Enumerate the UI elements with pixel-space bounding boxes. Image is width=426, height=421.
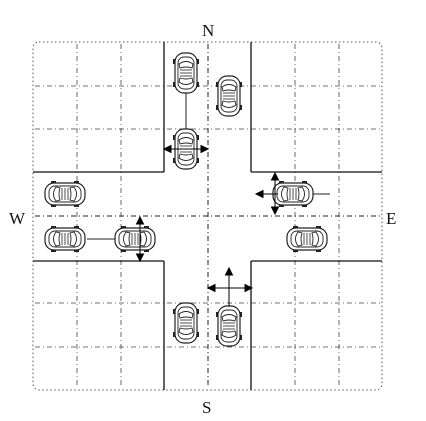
west-lane-car-1 <box>45 181 85 207</box>
south-lane-car-1 <box>172 302 200 344</box>
road-edges <box>33 42 382 390</box>
west-lane-car-2 <box>45 226 85 252</box>
lane-dividers <box>35 44 380 388</box>
compass-west-label: W <box>9 209 26 228</box>
west-lane-car-3 <box>115 226 155 252</box>
east-lane-car-2 <box>287 226 327 252</box>
compass-south-label: S <box>202 398 212 417</box>
compass-east-label: E <box>386 209 397 228</box>
connection-lines <box>87 91 330 240</box>
map-boundary <box>32 41 383 391</box>
direction-arrows <box>135 144 280 306</box>
north-lane-car-3 <box>215 75 243 117</box>
south-lane-car-2 <box>215 305 243 347</box>
compass-north-label: N <box>202 21 215 40</box>
east-lane-car-1 <box>273 181 313 207</box>
north-lane-car-1 <box>172 52 200 94</box>
